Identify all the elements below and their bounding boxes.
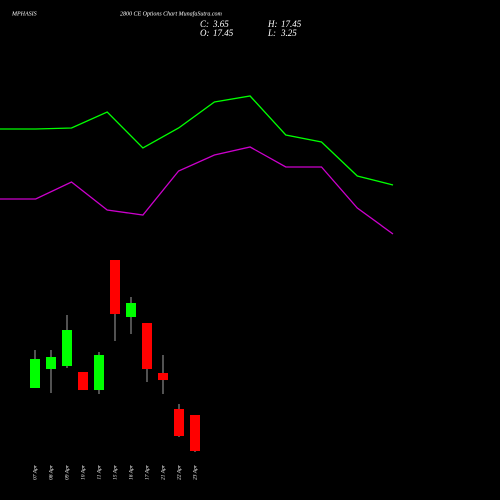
candle-body	[94, 354, 104, 391]
candle-body	[190, 415, 200, 452]
x-tick-label: 08 Apr	[48, 464, 54, 480]
chart-subtitle: 2800 CE Options Chart MunafaSutra.com	[120, 10, 223, 17]
x-tick-label: 09 Apr	[64, 464, 70, 480]
x-tick-label: 16 Apr	[128, 464, 134, 480]
candle-body	[62, 330, 72, 367]
chart-title: MPHASIS	[11, 11, 37, 17]
summary-label: H:	[267, 19, 278, 29]
indicator-line	[0, 95, 394, 186]
candle-body	[158, 372, 168, 381]
candle-body	[110, 260, 120, 315]
summary-label: L:	[267, 28, 276, 38]
summary-label: O:	[200, 28, 210, 38]
candle-body	[46, 357, 56, 370]
candle-body	[174, 409, 184, 437]
candle-body	[126, 303, 136, 318]
candle-body	[142, 323, 152, 370]
summary-value: 3.25	[280, 28, 297, 38]
summary-value: 3.65	[212, 19, 229, 29]
summary-value: 17.45	[213, 28, 234, 38]
x-tick-label: 23 Apr	[192, 464, 198, 480]
x-tick-label: 11 Apr	[96, 464, 102, 479]
x-tick-label: 22 Apr	[176, 464, 182, 480]
summary-value: 17.45	[281, 19, 302, 29]
x-tick-label: 07 Apr	[32, 464, 38, 480]
x-tick-label: 21 Apr	[160, 464, 166, 480]
candle-body	[30, 359, 40, 388]
candle-body	[78, 372, 88, 391]
x-tick-label: 10 Apr	[80, 464, 86, 480]
x-tick-label: 17 Apr	[144, 464, 150, 480]
indicator-line	[0, 146, 394, 235]
summary-label: C:	[200, 19, 209, 29]
x-tick-label: 15 Apr	[112, 464, 118, 480]
